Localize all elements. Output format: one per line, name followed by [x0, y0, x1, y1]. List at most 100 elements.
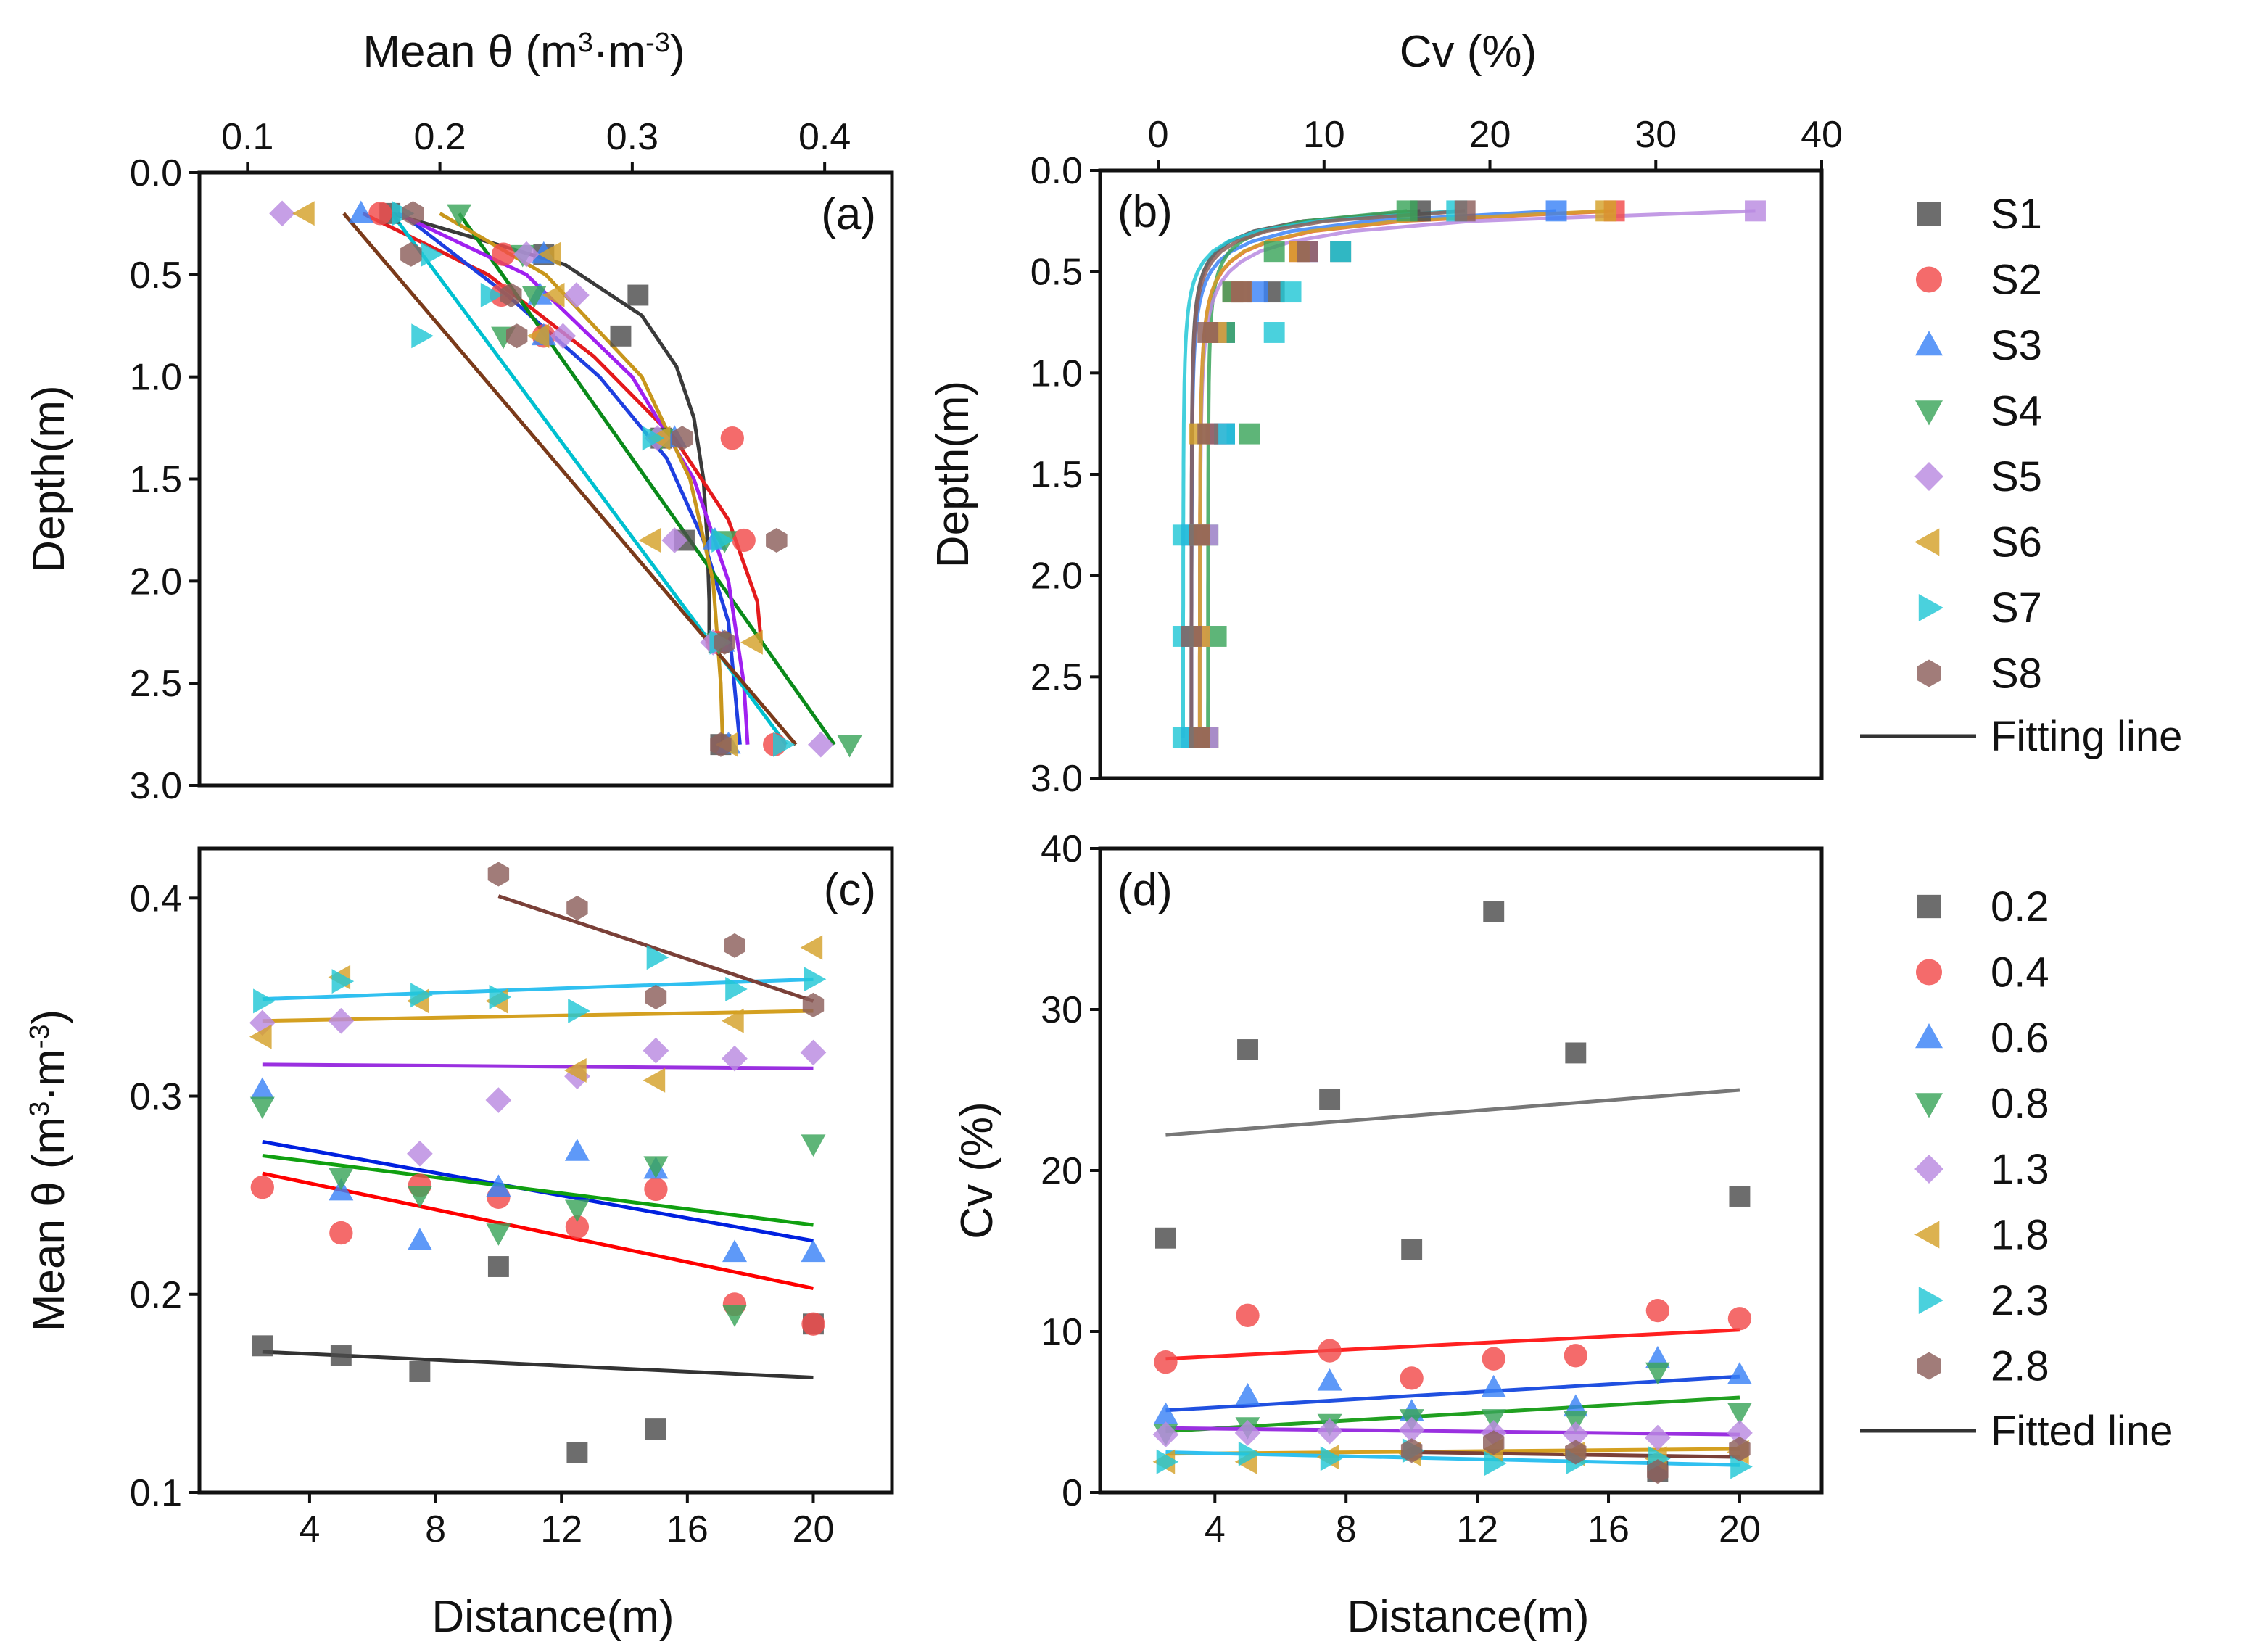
legend-label-S3: S3 — [1991, 322, 2042, 369]
point-1.3 — [722, 1045, 748, 1072]
point-0.2 — [409, 1360, 431, 1382]
y-tick-label: 0.1 — [130, 1472, 182, 1514]
point-S8 — [1181, 626, 1202, 647]
fit-line-S2 — [362, 212, 764, 643]
point-S5 — [1745, 200, 1766, 222]
point-S7 — [1263, 322, 1285, 343]
point-0.4 — [1236, 1303, 1260, 1327]
fit-line-0.8 — [1165, 1395, 1740, 1434]
point-1.3 — [1316, 1418, 1343, 1445]
legend-line-label: Fitting line — [1991, 713, 2182, 760]
legend-top: S1 S2 S3 S4 S5 S6 S7 S8 Fitting line — [1860, 191, 2182, 760]
x-axis-label: Mean θ (m3·m-3) — [363, 27, 685, 77]
y-tick-label: 0.3 — [130, 1076, 182, 1118]
point-S6 — [638, 528, 661, 553]
point-0.4 — [801, 1312, 825, 1336]
point-2.8 — [566, 896, 588, 920]
point-2.3 — [1320, 1446, 1343, 1471]
legend-label-S4: S4 — [1991, 388, 2042, 435]
x-axis-label: Cv (%) — [1400, 27, 1537, 77]
point-0.6 — [564, 1139, 590, 1161]
legend-marker-2.3 — [1918, 1287, 1943, 1314]
point-S8 — [1454, 200, 1476, 222]
fit-line-1.3 — [262, 1062, 814, 1070]
fit-line-S6 — [1197, 209, 1606, 738]
point-0.8 — [407, 1186, 432, 1208]
point-0.6 — [1727, 1362, 1752, 1384]
point-0.8 — [329, 1168, 354, 1191]
fit-line-1.8 — [262, 1009, 814, 1023]
point-1.8 — [249, 1024, 272, 1049]
point-1.8 — [643, 1067, 666, 1093]
legend-marker-S1 — [1917, 202, 1941, 226]
point-0.2 — [1729, 1186, 1751, 1207]
point-0.4 — [644, 1177, 668, 1202]
point-0.4 — [1727, 1307, 1752, 1331]
point-2.8 — [487, 862, 510, 887]
y-tick-label: 3.0 — [1030, 758, 1083, 800]
point-0.4 — [329, 1221, 353, 1245]
point-0.2 — [1155, 1227, 1176, 1249]
point-S6 — [292, 201, 315, 226]
y-axis-label: Depth(m) — [928, 381, 978, 568]
point-2.3 — [331, 969, 355, 994]
point-S6 — [740, 629, 763, 655]
legend-marker-2.8 — [1917, 1352, 1941, 1380]
point-S1 — [627, 284, 649, 306]
point-2.3 — [489, 984, 512, 1009]
legend-marker-0.8 — [1915, 1093, 1943, 1118]
point-0.6 — [1153, 1402, 1178, 1425]
legend-marker-S6 — [1914, 528, 1940, 556]
x-tick-label: 0.4 — [798, 116, 851, 158]
point-2.8 — [724, 933, 745, 958]
x-tick-label: 16 — [666, 1508, 709, 1550]
point-1.3 — [1234, 1420, 1261, 1446]
point-S4 — [1396, 200, 1418, 222]
point-S5 — [808, 731, 834, 758]
point-S8 — [710, 732, 732, 757]
x-tick-label: 8 — [1336, 1508, 1357, 1550]
fit-line-0.8 — [262, 1154, 814, 1227]
fit-line-0.2 — [1165, 1088, 1740, 1137]
legend-marker-1.3 — [1914, 1155, 1943, 1184]
x-tick-label: 0.3 — [606, 116, 658, 158]
point-0.2 — [252, 1335, 273, 1357]
point-S4 — [1263, 241, 1285, 263]
legend-marker-S2 — [1915, 266, 1943, 293]
point-S2 — [720, 426, 744, 450]
point-S8 — [500, 283, 522, 307]
legend-line-label: Fitted line — [1991, 1408, 2173, 1455]
point-1.3 — [328, 1007, 355, 1034]
legend-label-S5: S5 — [1991, 453, 2042, 500]
fit-line-0.6 — [1165, 1374, 1740, 1413]
point-0.6 — [801, 1239, 826, 1263]
point-S7 — [411, 323, 434, 349]
point-2.3 — [804, 967, 827, 992]
legend-label-S8: S8 — [1991, 651, 2042, 698]
x-tick-label: 0.1 — [221, 116, 273, 158]
fit-line-2.8 — [497, 894, 814, 1003]
point-1.3 — [800, 1039, 827, 1066]
point-2.8 — [802, 992, 825, 1017]
x-tick-label: 40 — [1801, 114, 1843, 156]
legend-label-S2: S2 — [1991, 257, 2042, 304]
point-S5 — [661, 527, 688, 553]
y-tick-label: 1.0 — [1030, 352, 1083, 395]
x-axis-label: Distance(m) — [1347, 1592, 1589, 1642]
y-axis-label: Mean θ (m3·m-3) — [24, 1009, 74, 1331]
point-S5 — [269, 200, 295, 227]
point-S7 — [1280, 281, 1302, 303]
legend-label-2.3: 2.3 — [1991, 1277, 2049, 1324]
legend-label-0.2: 0.2 — [1991, 883, 2049, 930]
point-2.8 — [1647, 1459, 1669, 1484]
point-0.2 — [1565, 1042, 1587, 1064]
x-tick-label: 20 — [793, 1508, 835, 1550]
legend-marker-S4 — [1915, 400, 1943, 426]
point-S8 — [400, 241, 422, 267]
point-S8 — [1197, 423, 1219, 445]
point-2.3 — [1730, 1454, 1753, 1479]
point-0.2 — [330, 1345, 352, 1366]
legend-label-0.4: 0.4 — [1991, 949, 2049, 996]
point-S4 — [447, 204, 472, 227]
y-tick-label: 0.5 — [130, 255, 182, 297]
